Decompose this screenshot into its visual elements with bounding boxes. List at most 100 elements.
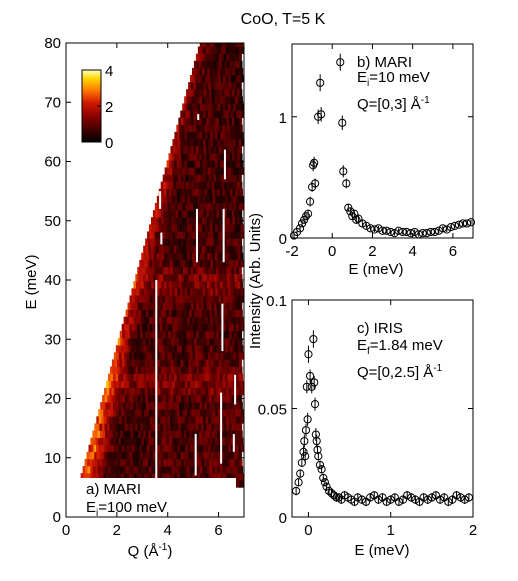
heatmap-cell <box>191 466 195 474</box>
heatmap-cell <box>228 138 232 147</box>
heatmap-cell <box>197 224 201 232</box>
heatmap-cell <box>178 302 182 310</box>
heatmap-cell <box>174 167 178 175</box>
heatmap-cell <box>140 330 143 339</box>
heatmap-cell <box>187 202 191 211</box>
heatmap-cell <box>146 473 150 481</box>
heatmap-cell <box>115 437 119 446</box>
heatmap-cell <box>186 181 190 190</box>
heatmap-cell <box>231 82 235 90</box>
figure-title: CoO, T=5 K <box>241 11 326 28</box>
heatmap-cell <box>185 259 188 268</box>
heatmap-cell <box>86 451 90 460</box>
heatmap-cell <box>228 195 231 204</box>
panel-c-point <box>423 495 432 504</box>
heatmap-cell <box>235 167 239 175</box>
heatmap-cell <box>209 338 213 346</box>
heatmap-cell <box>106 451 110 460</box>
heatmap-cell <box>203 330 207 339</box>
heatmap-cell <box>184 345 188 353</box>
heatmap-cell <box>225 138 229 147</box>
heatmap-cell <box>211 338 215 346</box>
panel-c-point <box>435 495 445 504</box>
heatmap-cell <box>186 466 190 474</box>
heatmap-cell <box>140 430 144 438</box>
heatmap-cell <box>202 195 206 204</box>
heatmap-cell <box>206 238 209 246</box>
heatmap-cell <box>235 131 239 140</box>
heatmap-cell <box>162 266 166 275</box>
heatmap-cell <box>87 466 91 474</box>
heatmap-cell <box>142 416 145 424</box>
heatmap-cell <box>212 466 216 474</box>
heatmap-cell <box>165 181 169 190</box>
heatmap-cell <box>174 316 178 325</box>
panel-c-point <box>310 400 320 409</box>
heatmap-cell <box>172 323 176 332</box>
heatmap-cell <box>145 238 148 246</box>
heatmap-cell <box>232 466 236 474</box>
heatmap-cell <box>197 437 201 446</box>
heatmap-cell <box>163 394 167 403</box>
panel-a-ytick-label: 50 <box>44 213 61 230</box>
panel-c-point <box>315 460 325 470</box>
heatmap-cell <box>182 316 185 325</box>
heatmap-cell <box>196 338 200 346</box>
heatmap-cell <box>152 416 156 424</box>
heatmap-cell <box>82 466 86 474</box>
heatmap-cell <box>177 380 181 389</box>
heatmap-cell <box>237 131 241 140</box>
heatmap-cell <box>204 43 208 47</box>
heatmap-cell <box>164 345 167 353</box>
heatmap-cell <box>200 416 204 424</box>
heatmap-cell <box>223 444 227 453</box>
heatmap-cell <box>235 259 239 268</box>
heatmap-cell <box>183 274 187 282</box>
heatmap-cell <box>144 409 147 417</box>
heatmap-cell <box>235 46 239 54</box>
heatmap-cell <box>229 153 233 161</box>
heatmap-cell <box>237 458 240 467</box>
heatmap-cell <box>237 245 241 254</box>
heatmap-cell <box>212 473 216 481</box>
heatmap-cell <box>229 96 233 104</box>
heatmap-cell <box>137 302 141 310</box>
heatmap-cell <box>181 181 184 190</box>
heatmap-cell <box>216 451 220 460</box>
heatmap-cell <box>192 74 196 83</box>
heatmap-cell <box>151 402 154 410</box>
heatmap-cell <box>217 316 221 325</box>
heatmap-cell <box>241 387 244 396</box>
heatmap-cell <box>177 167 181 175</box>
heatmap-cell <box>170 238 174 246</box>
heatmap-cell <box>156 373 160 382</box>
heatmap-cell <box>181 124 185 133</box>
panel-b-axes: -2 0 2 4 601 <box>279 44 473 260</box>
heatmap-cell <box>202 167 206 175</box>
heatmap-cell <box>198 416 201 424</box>
heatmap-cell <box>240 409 244 417</box>
heatmap-cell <box>107 430 111 438</box>
heatmap-cell <box>162 238 166 246</box>
heatmap-cell <box>142 266 146 275</box>
heatmap-cell <box>207 352 211 360</box>
heatmap-cell <box>232 309 236 318</box>
panel-c-point <box>314 452 323 461</box>
heatmap-cell <box>206 217 210 225</box>
panel-c-ytick-label: 0.1 <box>266 293 287 310</box>
heatmap-cell <box>143 281 147 289</box>
heatmap-cell <box>150 458 154 467</box>
heatmap-cell <box>218 202 222 211</box>
heatmap-cell <box>124 451 128 460</box>
heatmap-cell <box>138 466 142 474</box>
heatmap-cell <box>136 352 140 360</box>
heatmap-cell <box>220 195 224 204</box>
heatmap-cell <box>159 352 163 360</box>
heatmap-cell <box>178 181 182 190</box>
heatmap-cell <box>185 174 189 182</box>
heatmap-cell <box>96 451 100 460</box>
heatmap-cell <box>133 437 137 446</box>
heatmap-cell <box>174 195 178 204</box>
heatmap-cell <box>206 60 210 69</box>
heatmap-cell <box>202 345 206 353</box>
